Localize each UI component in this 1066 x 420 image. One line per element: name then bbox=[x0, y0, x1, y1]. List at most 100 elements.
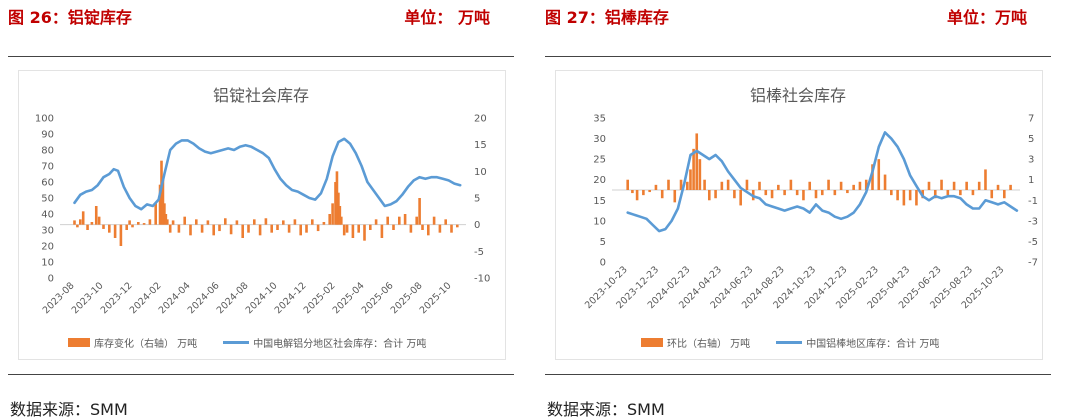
change-bar bbox=[73, 220, 76, 225]
change-bar bbox=[380, 224, 384, 238]
change-bar bbox=[667, 179, 670, 190]
change-bar bbox=[846, 190, 849, 194]
left-axis-tick-label: 25 bbox=[593, 155, 606, 166]
change-bar bbox=[770, 190, 774, 199]
change-bar bbox=[235, 220, 239, 225]
change-bar bbox=[102, 224, 105, 229]
left-axis-tick-label: 50 bbox=[41, 194, 54, 205]
right-axis-tick-label: -10 bbox=[474, 274, 490, 285]
change-bar bbox=[733, 190, 736, 199]
panel-aluminum-rod: 图 27：铝棒库存 单位：万吨 铝棒社会库存 0 5 10 15 20 25 30 35 -7-… bbox=[545, 0, 1051, 419]
change-bar bbox=[432, 216, 436, 225]
change-bar bbox=[707, 190, 711, 201]
change-bar bbox=[679, 179, 683, 190]
change-bar bbox=[168, 224, 172, 233]
legend-line-swatch bbox=[223, 341, 250, 344]
change-bar bbox=[97, 216, 101, 225]
change-bar bbox=[990, 190, 994, 199]
chart-title: 铝棒社会库存 bbox=[749, 86, 846, 105]
change-bar bbox=[654, 184, 658, 190]
change-bar bbox=[896, 190, 899, 201]
change-bar bbox=[293, 219, 297, 225]
change-bar bbox=[94, 206, 98, 225]
change-bar bbox=[86, 224, 89, 230]
change-bar bbox=[631, 190, 634, 194]
right-axis-tick-label: -5 bbox=[1028, 237, 1038, 248]
left-axis-tick-label: 0 bbox=[600, 258, 606, 269]
change-bar bbox=[444, 219, 447, 225]
panel-aluminum-ingot: 图 26：铝锭库存 单位： 万吨 铝锭社会库存 0 10 20 30 40 50 60 70 8… bbox=[8, 0, 514, 419]
left-axis-tick-label: 70 bbox=[41, 162, 54, 173]
change-bar bbox=[212, 224, 215, 236]
change-bar bbox=[689, 169, 692, 190]
change-bar bbox=[142, 223, 146, 225]
change-bar bbox=[345, 224, 349, 233]
chart-title: 铝锭社会库存 bbox=[212, 86, 309, 105]
change-bar bbox=[148, 219, 152, 225]
change-bar bbox=[450, 224, 453, 233]
left-axis-tick-label: 20 bbox=[593, 175, 606, 186]
left-axis-tick-label: 60 bbox=[41, 178, 54, 189]
unit-label: 单位： 万吨 bbox=[404, 8, 490, 27]
change-bar bbox=[258, 224, 262, 236]
left-axis-tick-label: 80 bbox=[41, 146, 54, 157]
change-bar bbox=[374, 219, 378, 225]
change-bar bbox=[802, 190, 805, 201]
change-bar bbox=[81, 211, 85, 225]
change-bar bbox=[626, 179, 629, 190]
right-axis-tick-label: 7 bbox=[1028, 114, 1034, 125]
change-bar bbox=[789, 179, 793, 190]
change-bar bbox=[427, 224, 430, 236]
chart-svg: 05101520253035-7-5-3-113572023-10-232023… bbox=[583, 114, 1038, 312]
legend-bar-label: 环比（右轴） 万吨 bbox=[667, 339, 751, 350]
change-bar bbox=[698, 159, 702, 190]
right-axis-tick-label: 5 bbox=[474, 194, 480, 205]
bottom-rule bbox=[8, 374, 514, 375]
change-bar bbox=[984, 169, 987, 190]
change-bar bbox=[128, 220, 131, 225]
change-bar bbox=[933, 190, 937, 199]
change-bar bbox=[415, 216, 418, 225]
left-axis-tick-label: 30 bbox=[41, 226, 54, 237]
right-axis-tick-label: -5 bbox=[474, 247, 484, 258]
legend: 库存变化（右轴） 万吨 中国电解铝分地区社会库存：合计 万吨 bbox=[68, 335, 426, 350]
left-axis-tick-label: 0 bbox=[48, 274, 54, 285]
change-bar bbox=[795, 190, 799, 196]
right-axis-tick-label: -1 bbox=[1028, 196, 1038, 207]
top-rule bbox=[8, 56, 514, 57]
change-bar bbox=[959, 190, 962, 196]
left-axis-tick-label: 35 bbox=[593, 114, 606, 125]
change-bar bbox=[703, 179, 706, 190]
change-bar bbox=[282, 220, 285, 225]
change-bar bbox=[946, 190, 950, 196]
change-bar bbox=[764, 190, 768, 196]
legend-bar-swatch bbox=[68, 338, 90, 347]
change-bar bbox=[335, 171, 339, 225]
change-bar bbox=[940, 179, 943, 190]
change-bar bbox=[827, 179, 830, 190]
right-axis-tick-label: 3 bbox=[1028, 155, 1034, 166]
change-bar bbox=[820, 190, 824, 196]
change-bar bbox=[392, 224, 395, 230]
change-bar bbox=[418, 198, 421, 225]
left-axis-tick-label: 10 bbox=[41, 258, 54, 269]
change-bar bbox=[342, 224, 346, 236]
left-axis-tick-label: 10 bbox=[593, 216, 606, 227]
x-tick-label: 2025-10 bbox=[418, 280, 454, 316]
change-bar bbox=[369, 224, 372, 230]
change-bar bbox=[758, 181, 761, 190]
figure-title: 图 27：铝棒库存 bbox=[545, 8, 669, 27]
change-bar bbox=[908, 190, 912, 201]
change-bar bbox=[200, 224, 204, 233]
change-bar bbox=[877, 159, 881, 190]
change-bar bbox=[125, 224, 128, 230]
change-bar bbox=[642, 190, 645, 196]
change-bar bbox=[739, 190, 742, 206]
change-bar bbox=[108, 224, 111, 233]
change-bar bbox=[224, 218, 227, 225]
change-bar bbox=[340, 216, 343, 225]
change-bar bbox=[720, 181, 724, 190]
change-bar bbox=[783, 190, 786, 196]
change-bar bbox=[337, 192, 340, 225]
legend-line-label: 中国铝棒地区库存：合计 万吨 bbox=[806, 339, 940, 350]
